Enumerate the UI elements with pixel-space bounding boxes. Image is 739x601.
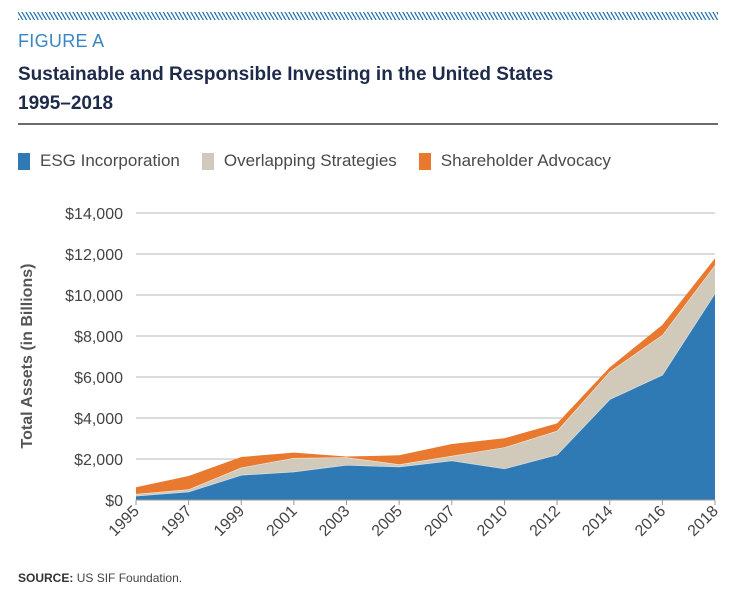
legend-label-esg: ESG Incorporation [40, 151, 180, 170]
x-tick-label: 1997 [158, 503, 195, 540]
legend: ESG Incorporation Overlapping Strategies… [18, 151, 611, 171]
x-tick-label: 2003 [316, 503, 353, 540]
x-tick-label: 2012 [527, 503, 564, 540]
legend-item-overlapping: Overlapping Strategies [201, 151, 397, 171]
x-tick-label: 2001 [264, 503, 301, 540]
y-tick-label: $12,000 [65, 247, 123, 264]
y-tick-label: $14,000 [65, 206, 123, 223]
source-note: SOURCE: US SIF Foundation. [18, 571, 182, 585]
title-line-1: Sustainable and Responsible Investing in… [18, 64, 554, 85]
y-tick-label: $10,000 [65, 288, 123, 305]
x-tick-label: 2018 [685, 503, 722, 540]
legend-swatch-shareholder [418, 152, 431, 170]
y-axis-title: Total Assets (in Billions) [19, 264, 36, 449]
x-tick-label: 2005 [369, 503, 406, 540]
source-text: US SIF Foundation. [76, 571, 183, 585]
legend-item-esg: ESG Incorporation [18, 151, 180, 171]
legend-label-shareholder: Shareholder Advocacy [440, 151, 611, 170]
title-divider [18, 123, 718, 125]
area-esg-incorporation [136, 293, 715, 500]
hatch-decoration [18, 12, 718, 20]
area-overlapping-strategies [136, 265, 715, 496]
x-tick-label: 2016 [632, 503, 669, 540]
legend-swatch-overlapping [201, 152, 214, 170]
legend-swatch-esg [18, 152, 30, 170]
source-label: SOURCE: [18, 571, 74, 585]
figure-label: FIGURE A [18, 31, 105, 51]
title-line-2: 1995–2018 [18, 93, 114, 114]
y-tick-label: $2,000 [74, 452, 123, 469]
y-tick-label: $4,000 [74, 411, 123, 428]
legend-item-shareholder: Shareholder Advocacy [418, 151, 611, 171]
y-tick-label: $6,000 [74, 370, 123, 387]
x-tick-label: 2010 [474, 503, 511, 540]
chart-title: Sustainable and Responsible Investing in… [18, 60, 553, 118]
legend-label-overlapping: Overlapping Strategies [223, 151, 397, 170]
y-tick-label: $8,000 [74, 329, 123, 346]
y-tick-label: $0 [105, 493, 123, 510]
x-tick-label: 2014 [579, 503, 616, 540]
x-tick-label: 1999 [211, 503, 248, 540]
x-tick-label: 2007 [421, 503, 458, 540]
